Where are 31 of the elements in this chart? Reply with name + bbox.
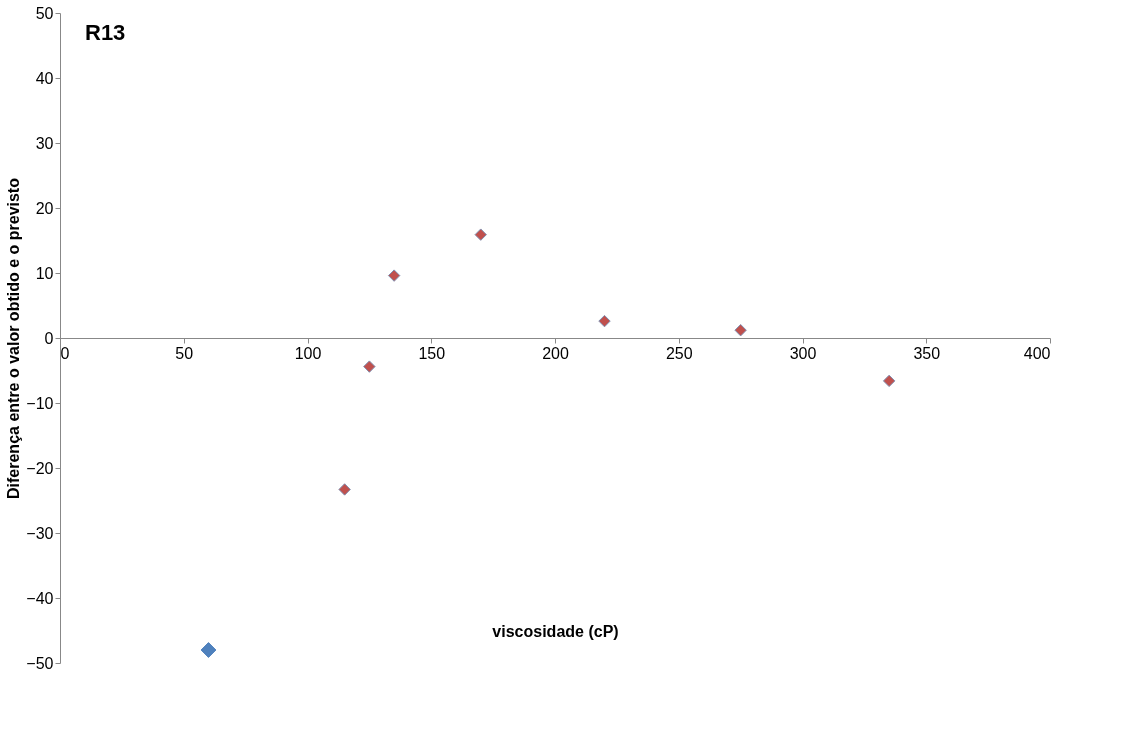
point <box>734 324 747 337</box>
y-tick-label: −30 <box>26 524 54 542</box>
x-tick-label: 200 <box>542 344 569 362</box>
y-tick-label: −40 <box>26 589 54 607</box>
x-tick-label: 300 <box>789 344 817 362</box>
y-tick-label: 10 <box>35 264 54 282</box>
point <box>882 374 896 388</box>
x-tick-label: 150 <box>418 344 446 362</box>
point <box>387 269 401 282</box>
point <box>598 314 611 328</box>
x-axis-title: viscosidade (cP) <box>492 622 619 640</box>
x-tick-label: 400 <box>1023 344 1051 362</box>
y-tick-label: 0 <box>44 329 54 347</box>
point <box>200 642 217 658</box>
y-tick-label: 30 <box>35 134 54 152</box>
y-tick-label: 50 <box>35 4 54 22</box>
y-tick-label: −10 <box>26 394 54 412</box>
y-tick-label: 40 <box>35 69 54 87</box>
x-tick-label: 50 <box>175 344 194 362</box>
y-tick-label: −20 <box>26 459 54 477</box>
x-tick-label: 250 <box>665 344 693 362</box>
annotation: R13 <box>85 20 126 45</box>
y-axis-title: Diferença entre o valor obtido e o previsto <box>5 177 23 499</box>
point <box>363 360 376 373</box>
point <box>338 483 351 496</box>
y-tick-label: −50 <box>26 654 54 672</box>
point <box>474 228 487 241</box>
x-tick-label: 100 <box>294 344 322 362</box>
x-tick-label: 0 <box>60 344 70 362</box>
x-tick-label: 350 <box>913 344 941 362</box>
y-tick-label: 20 <box>35 199 54 217</box>
